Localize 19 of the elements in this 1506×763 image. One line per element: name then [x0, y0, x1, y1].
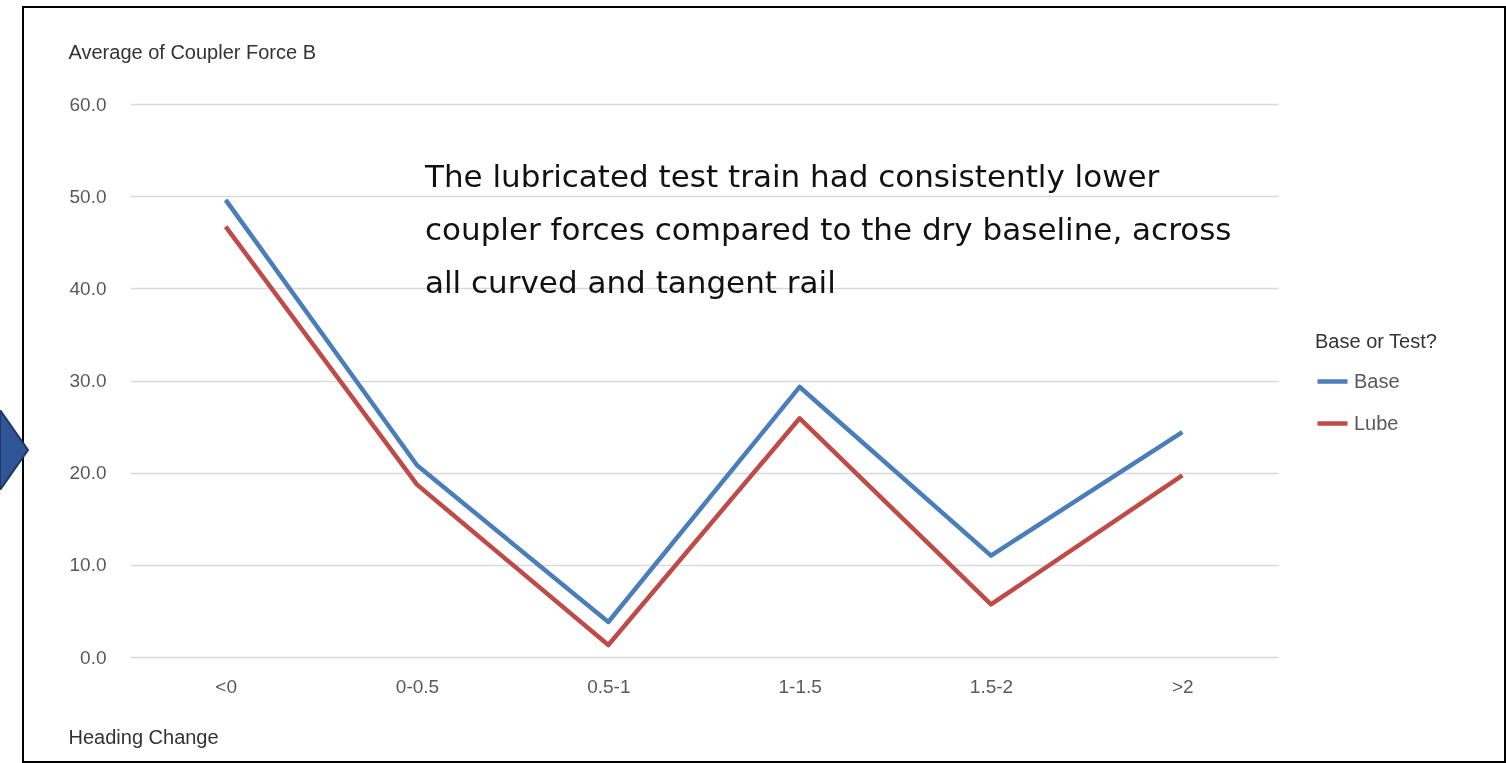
- legend-label: Base: [1354, 369, 1400, 392]
- y-tick-label: 30.0: [69, 370, 107, 391]
- legend-label: Lube: [1354, 411, 1399, 434]
- x-axis-title: Heading Change: [68, 725, 219, 748]
- x-tick-label: 1.5-2: [969, 675, 1014, 697]
- y-tick-label: 50.0: [69, 185, 107, 207]
- annotation: The lubricated test train had consistently lower coupler forces compared to the dry baseline, across all curved and tangent rail: [425, 157, 1233, 302]
- y-tick-label: 0.0: [80, 646, 107, 668]
- y-tick-label: 10.0: [69, 554, 107, 576]
- y-tick-label: 40.0: [69, 277, 107, 299]
- x-tick-label: 0.5-1: [587, 675, 631, 697]
- x-tick-label: >2: [1172, 675, 1194, 697]
- x-tick-label: 1-1.5: [778, 675, 822, 697]
- y-tick-label: 60.0: [69, 93, 107, 115]
- legend-title: Base or Test?: [1315, 330, 1437, 352]
- x-tick-label: 0-0.5: [395, 675, 440, 697]
- y-axis-title: Average of Coupler Force B: [68, 40, 317, 63]
- y-tick-label: 20.0: [69, 462, 107, 484]
- x-tick-label: <0: [215, 675, 237, 697]
